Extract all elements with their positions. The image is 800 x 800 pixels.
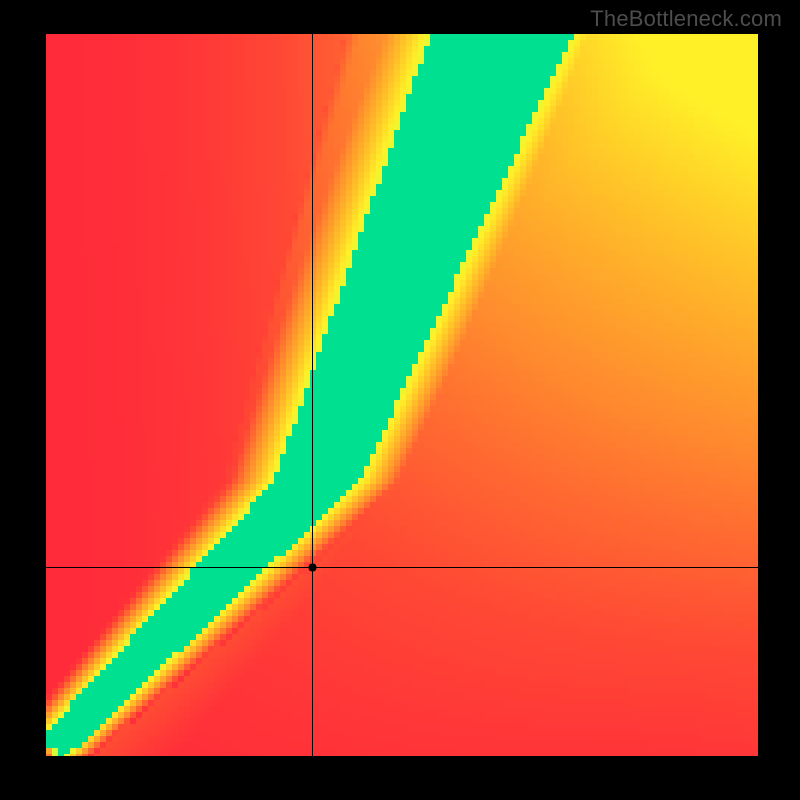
chart-container: TheBottleneck.com bbox=[0, 0, 800, 800]
watermark-text: TheBottleneck.com bbox=[590, 6, 782, 32]
heatmap-canvas bbox=[46, 34, 758, 756]
